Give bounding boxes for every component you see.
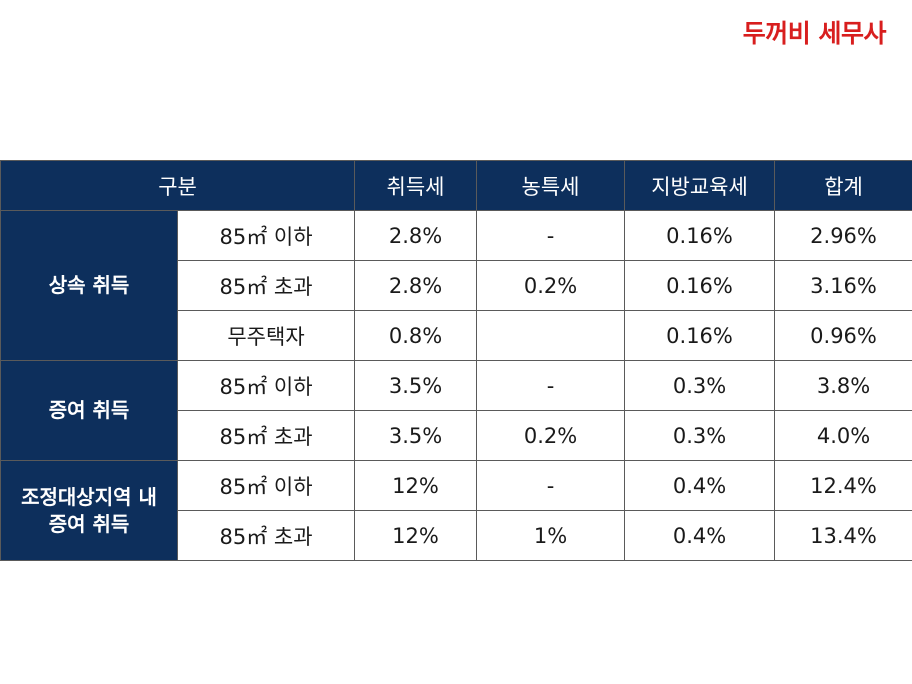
category-label-line-1: 조정대상지역 내 <box>21 484 157 509</box>
table-header-row: 구분 취득세 농특세 지방교육세 합계 <box>0 160 912 211</box>
subcategory-cell: 85㎡ 이하 <box>176 210 356 261</box>
edu-tax-cell: 0.3% <box>624 410 776 461</box>
edu-tax-cell: 0.16% <box>624 310 776 361</box>
category-inheritance: 상속 취득 <box>0 210 178 361</box>
rural-tax-cell: 1% <box>476 510 626 561</box>
tax-rate-table: 구분 취득세 농특세 지방교육세 합계 상속 취득 85㎡ 이하 2.8% - … <box>0 160 912 561</box>
subcategory-cell: 무주택자 <box>176 310 356 361</box>
category-label: 상속 취득 <box>48 273 130 297</box>
category-gift: 증여 취득 <box>0 360 178 461</box>
table-row: 85㎡ 초과 3.5% 0.2% 0.3% 4.0% <box>1 410 912 461</box>
total-cell: 4.0% <box>774 410 912 461</box>
edu-tax-cell: 0.16% <box>624 210 776 261</box>
header-acquisition-tax: 취득세 <box>354 160 478 211</box>
rural-tax-cell <box>476 310 626 361</box>
acq-tax-cell: 3.5% <box>354 360 478 411</box>
rural-tax-cell: - <box>476 460 626 511</box>
edu-tax-cell: 0.4% <box>624 510 776 561</box>
header-category: 구분 <box>0 160 356 211</box>
table-row: 조정대상지역 내 증여 취득 85㎡ 이하 12% - 0.4% 12.4% <box>0 460 912 561</box>
header-total: 합계 <box>774 160 912 211</box>
table-row: 85㎡ 초과 2.8% 0.2% 0.16% 3.16% <box>1 260 912 311</box>
rural-tax-cell: 0.2% <box>476 410 626 461</box>
total-cell: 2.96% <box>774 210 912 261</box>
acq-tax-cell: 12% <box>354 510 478 561</box>
total-cell: 13.4% <box>774 510 912 561</box>
total-cell: 3.16% <box>774 260 912 311</box>
header-rural-special-tax: 농특세 <box>476 160 626 211</box>
subcategory-cell: 85㎡ 이하 <box>176 360 356 411</box>
total-cell: 12.4% <box>774 460 912 511</box>
subcategory-cell: 85㎡ 초과 <box>176 510 356 561</box>
acq-tax-cell: 2.8% <box>354 210 478 261</box>
table-row: 85㎡ 초과 12% 1% 0.4% 13.4% <box>1 510 912 561</box>
edu-tax-cell: 0.3% <box>624 360 776 411</box>
edu-tax-cell: 0.16% <box>624 260 776 311</box>
acq-tax-cell: 2.8% <box>354 260 478 311</box>
total-cell: 3.8% <box>774 360 912 411</box>
subcategory-cell: 85㎡ 이하 <box>176 460 356 511</box>
acq-tax-cell: 12% <box>354 460 478 511</box>
acq-tax-cell: 3.5% <box>354 410 478 461</box>
rural-tax-cell: 0.2% <box>476 260 626 311</box>
rural-tax-cell: - <box>476 210 626 261</box>
acq-tax-cell: 0.8% <box>354 310 478 361</box>
category-regulated-area-gift: 조정대상지역 내 증여 취득 <box>0 460 178 561</box>
brand-title: 두꺼비 세무사 <box>742 19 887 48</box>
subcategory-cell: 85㎡ 초과 <box>176 410 356 461</box>
rural-tax-cell: - <box>476 360 626 411</box>
category-label: 증여 취득 <box>48 398 130 422</box>
edu-tax-cell: 0.4% <box>624 460 776 511</box>
total-cell: 0.96% <box>774 310 912 361</box>
table-row: 증여 취득 85㎡ 이하 3.5% - 0.3% 3.8% <box>0 360 912 461</box>
header-local-education-tax: 지방교육세 <box>624 160 776 211</box>
category-label-line-2: 증여 취득 <box>48 511 130 536</box>
subcategory-cell: 85㎡ 초과 <box>176 260 356 311</box>
table-row: 상속 취득 85㎡ 이하 2.8% - 0.16% 2.96% <box>0 210 912 361</box>
